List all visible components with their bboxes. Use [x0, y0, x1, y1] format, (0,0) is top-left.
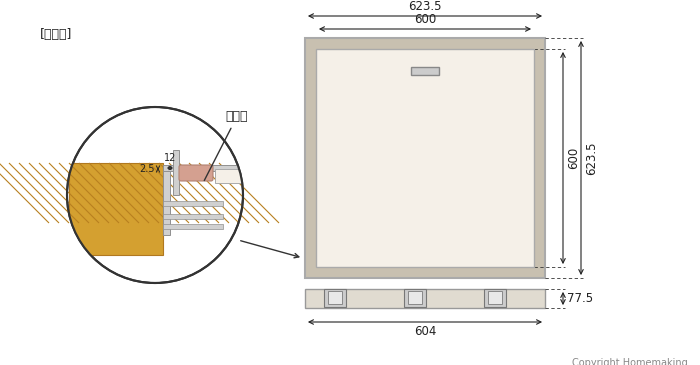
Text: Copyright Homemaking: Copyright Homemaking [573, 358, 688, 365]
Bar [404, 289, 426, 307]
Bar [408, 291, 422, 304]
Text: 600: 600 [414, 13, 436, 26]
Bar [411, 67, 439, 75]
Bar [163, 171, 170, 235]
Text: 604: 604 [414, 325, 436, 338]
Circle shape [67, 107, 243, 283]
Bar [316, 49, 534, 267]
Bar [173, 150, 179, 195]
Bar [324, 289, 346, 307]
Text: [蕎・搶]: [蕎・搶] [40, 28, 72, 41]
Text: 623.5: 623.5 [585, 141, 598, 175]
Bar [163, 214, 223, 219]
Bar [69, 163, 163, 255]
Bar [163, 165, 238, 171]
Text: 気密材: 気密材 [204, 110, 248, 181]
Text: 12: 12 [164, 153, 176, 163]
Bar [488, 291, 502, 304]
Text: 2.5: 2.5 [139, 164, 155, 174]
FancyBboxPatch shape [179, 165, 213, 181]
Text: 623.5: 623.5 [408, 0, 442, 13]
Text: 600: 600 [567, 147, 580, 169]
Text: 77.5: 77.5 [567, 292, 593, 305]
Bar [305, 38, 545, 278]
Bar [484, 289, 506, 307]
Bar [328, 291, 342, 304]
Bar [305, 289, 545, 308]
Bar [163, 224, 223, 229]
Bar [215, 169, 243, 183]
Bar [163, 201, 223, 206]
